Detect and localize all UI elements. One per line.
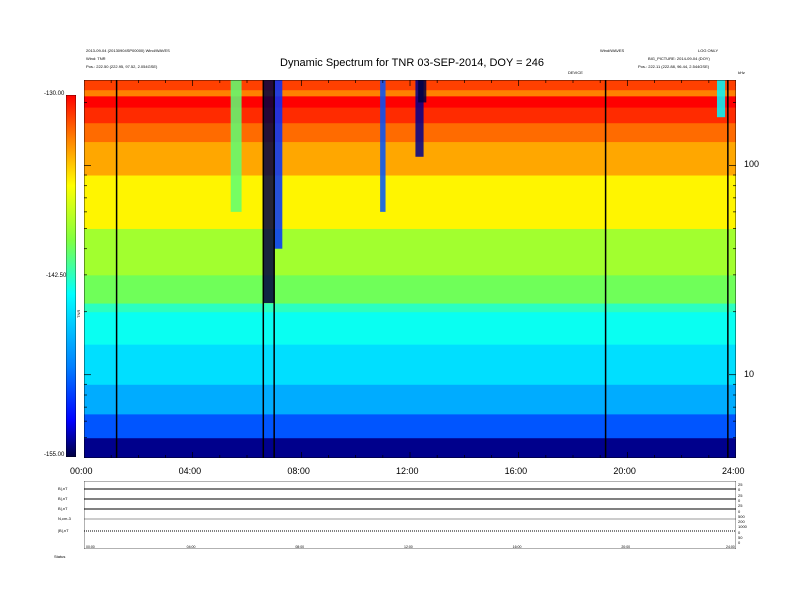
aux-row-label: N,cm-3 xyxy=(58,516,71,521)
radio-burst xyxy=(263,80,275,304)
radio-burst xyxy=(716,80,726,118)
spectrum-band xyxy=(84,107,736,124)
meta-left-3: Pos.: 222.50 (222.95, 97.52, 2.054GSE) xyxy=(86,64,158,69)
spectrum-band xyxy=(84,228,736,276)
aux-right-tick: 500 xyxy=(738,513,745,519)
aux-x-tick-label: 24:00 xyxy=(726,545,735,549)
aux-row-label: B|,nT xyxy=(58,486,68,491)
meta-right-3: BIG_PICTURE: 2014-09-04 (DOY) xyxy=(648,56,710,61)
spectrogram-plot xyxy=(84,80,736,458)
aux-right-tick: 0 xyxy=(738,487,741,493)
x-tick-label: 00:00 xyxy=(70,466,93,476)
aux-right-tick: 25 xyxy=(738,482,743,487)
colorbar-tick-top: -130.00 xyxy=(44,91,65,97)
aux-x-tick-label: 16:00 xyxy=(513,545,522,549)
meta-right-4: Pos.: 222.11 (222.88, 96.44, 2.544GSE) xyxy=(638,64,710,69)
spectrum-band xyxy=(84,89,736,97)
spectrum-band xyxy=(84,175,736,229)
meta-left-2: Wind: TNR xyxy=(86,56,106,61)
aux-panel: 00:00 04:00 08:00 12:00 16:00 20:00 24:00 xyxy=(84,481,736,549)
spectrum-band xyxy=(84,95,736,108)
aux-right-tick: 0 xyxy=(738,508,741,514)
y-tick-label: 100 xyxy=(744,159,760,170)
radio-burst xyxy=(274,80,283,249)
x-tick-label: 20:00 xyxy=(613,466,636,476)
colorbar-label: TNR xyxy=(76,309,81,318)
spectrum-band xyxy=(84,303,736,313)
spectrum-band xyxy=(84,122,736,143)
aux-right-tick: 0 xyxy=(738,529,741,535)
aux-x-tick-label: 00:00 xyxy=(86,545,95,549)
aux-row-label: B|,nT xyxy=(58,506,68,511)
aux-x-tick-label: 12:00 xyxy=(404,545,413,549)
aux-right-tick: 0 xyxy=(738,540,741,546)
aux-right-tick: 50 xyxy=(738,535,743,540)
x-tick-label: 24:00 xyxy=(722,466,745,476)
radio-burst xyxy=(418,80,427,103)
meta-right-1: Wind/WAVES xyxy=(600,48,625,53)
spectrum-band xyxy=(84,311,736,345)
spectrum-band xyxy=(84,384,736,415)
spectrum-band xyxy=(84,413,736,439)
aux-footer-label: Status xyxy=(54,554,66,559)
y-tick-label: 10 xyxy=(744,368,755,379)
spectrum-band xyxy=(84,344,736,385)
colorbar xyxy=(66,95,76,457)
meta-left-1: 2013-09-04 (20130904SP00000) Wind/WAVES xyxy=(86,48,170,53)
aux-right-tick: 200 xyxy=(738,519,745,525)
aux-right-tick: 0 xyxy=(738,497,741,503)
x-tick-label: 08:00 xyxy=(287,466,310,476)
radio-burst xyxy=(380,80,386,212)
x-tick-label: 12:00 xyxy=(396,466,419,476)
aux-row-label: B|,nT xyxy=(58,496,68,501)
aux-right-tick: 25 xyxy=(738,503,743,509)
aux-right-tick: 1000 xyxy=(738,524,747,530)
x-tick-label: 16:00 xyxy=(504,466,528,476)
colorbar-tick-mid: -142.50 xyxy=(46,273,67,279)
aux-right-tick: 25 xyxy=(738,492,743,498)
radio-burst xyxy=(415,80,424,157)
aux-row-label: |B|,nT xyxy=(58,528,69,533)
meta-right-2: LOG ONLY xyxy=(698,48,719,53)
aux-x-tick-label: 08:00 xyxy=(295,545,304,549)
meta-mid: DEVICE xyxy=(568,70,583,75)
aux-x-tick-label: 04:00 xyxy=(187,545,196,549)
radio-burst xyxy=(230,80,242,212)
chart-title: Dynamic Spectrum for TNR 03-SEP-2014, DO… xyxy=(280,57,545,69)
aux-x-tick-label: 20:00 xyxy=(621,545,630,549)
x-tick-label: 04:00 xyxy=(178,466,202,476)
meta-corner: kHz xyxy=(738,70,745,75)
spectrum-band xyxy=(84,437,736,458)
spectrum-band xyxy=(84,141,736,176)
spectrum-band xyxy=(84,274,736,304)
colorbar-tick-bottom: -155.00 xyxy=(44,452,65,458)
